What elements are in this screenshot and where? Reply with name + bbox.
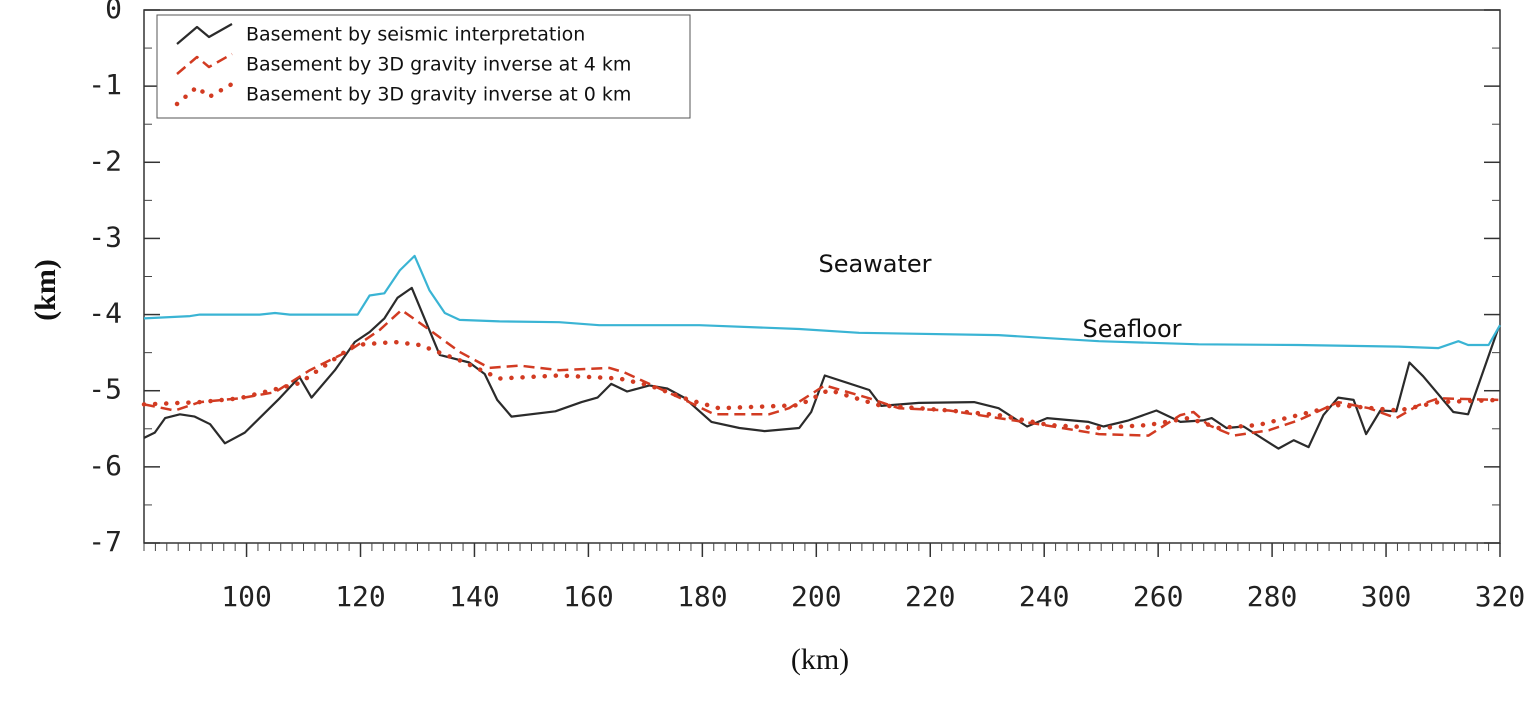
y-tick-label: -4 — [88, 297, 122, 330]
legend-label: Basement by 3D gravity inverse at 4 km — [246, 54, 631, 76]
x-tick-label: 120 — [335, 580, 386, 613]
x-tick-label: 140 — [449, 580, 500, 613]
y-tick-label: -2 — [88, 144, 122, 177]
y-tick-label: -5 — [88, 373, 122, 406]
legend-label: Basement by seismic interpretation — [246, 24, 585, 46]
x-tick-label: 180 — [677, 580, 728, 613]
annotation: Seawater — [818, 250, 931, 278]
x-tick-label: 280 — [1247, 580, 1298, 613]
annotation: Seafloor — [1082, 315, 1181, 343]
x-axis-title: (km) — [791, 643, 849, 676]
x-tick-label: 160 — [563, 580, 614, 613]
x-tick-label: 100 — [221, 580, 272, 613]
y-tick-label: 0 — [105, 0, 122, 25]
y-tick-label: -6 — [88, 449, 122, 482]
x-tick-label: 240 — [1019, 580, 1070, 613]
series-line — [143, 254, 1501, 350]
series-line — [143, 308, 1499, 437]
legend-swatch — [176, 52, 233, 75]
legend-label: Basement by 3D gravity inverse at 0 km — [246, 84, 631, 106]
x-tick-label: 300 — [1361, 580, 1412, 613]
x-tick-label: 200 — [791, 580, 842, 613]
x-tick-label: 260 — [1133, 580, 1184, 613]
y-tick-label: -1 — [88, 68, 122, 101]
legend-swatch — [174, 81, 235, 107]
series-line — [141, 339, 1503, 431]
y-tick-label: -3 — [88, 220, 122, 253]
series-line — [143, 286, 1500, 450]
legend-box — [156, 14, 691, 119]
x-tick-label: 220 — [905, 580, 956, 613]
legend-swatch — [176, 23, 233, 45]
y-tick-label: -7 — [88, 525, 122, 558]
x-tick-label: 320 — [1475, 580, 1526, 613]
y-axis-title: (km) — [29, 259, 62, 321]
